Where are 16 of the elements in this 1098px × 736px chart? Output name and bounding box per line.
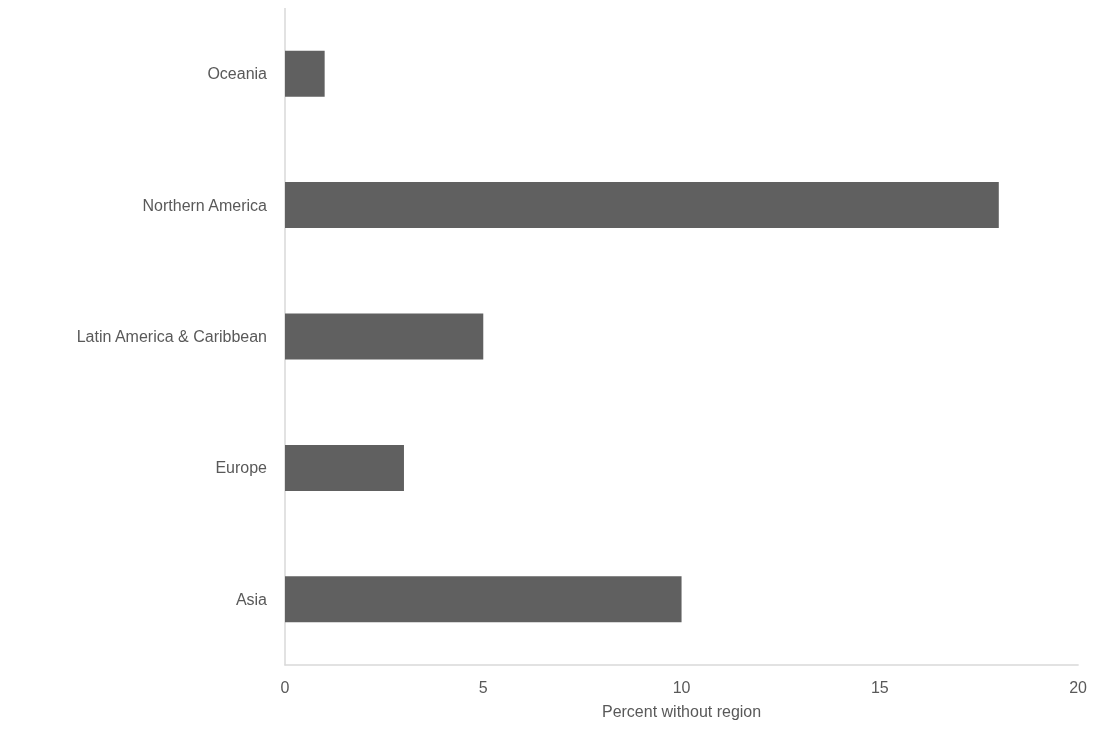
y-tick-label: Northern America (142, 196, 268, 214)
bar (285, 50, 325, 97)
y-tick-label: Asia (235, 590, 268, 608)
y-tick-label: Latin America & Caribbean (76, 328, 267, 345)
y-tick-label: Europe (215, 459, 268, 477)
bar (285, 444, 404, 491)
bar (285, 182, 999, 229)
y-tick-label: Oceania (207, 65, 268, 83)
x-tick-label: 15 (870, 678, 889, 696)
bar (285, 576, 682, 623)
x-tick-label: 5 (478, 678, 488, 696)
x-tick-label: 10 (672, 678, 691, 696)
x-tick-label: 20 (1069, 678, 1088, 696)
x-axis-title: Percent without region (601, 702, 762, 720)
x-tick-label: 0 (280, 678, 290, 696)
bar (285, 313, 484, 360)
